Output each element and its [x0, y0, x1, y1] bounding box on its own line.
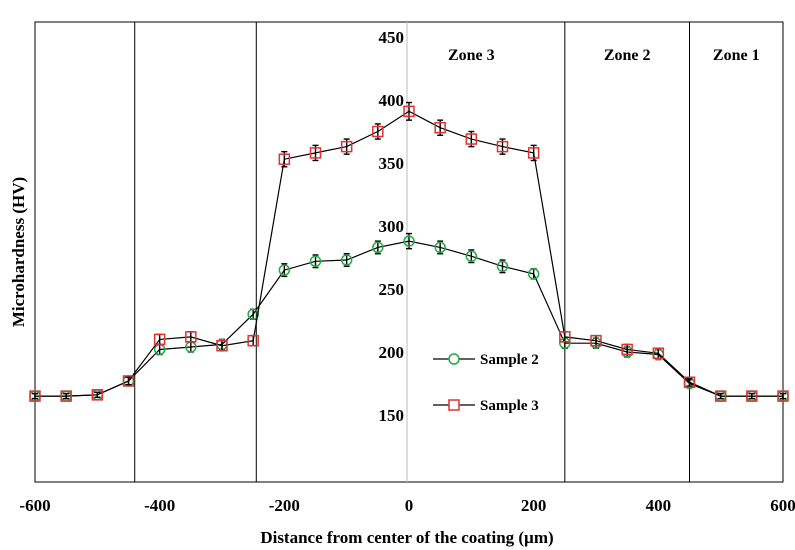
x-tick-label: -400 [144, 496, 175, 515]
data-point [29, 390, 41, 402]
x-tick-label: -200 [269, 496, 300, 515]
y-tick-label: 250 [379, 280, 405, 299]
data-point [372, 241, 384, 254]
x-tick-label: 200 [521, 496, 547, 515]
data-point [247, 334, 259, 347]
series-sample-2 [29, 232, 789, 402]
series-line [35, 240, 783, 397]
data-point [403, 105, 415, 118]
data-point [559, 331, 571, 343]
data-point [527, 147, 540, 159]
data-point [527, 268, 540, 280]
data-point [621, 343, 633, 356]
data-point [216, 339, 228, 352]
zone-label: Zone 2 [604, 47, 651, 64]
series-sample-3 [29, 101, 789, 402]
y-tick-label: 450 [379, 28, 405, 47]
legend-label-sample-2: Sample 2 [480, 352, 539, 368]
data-point [496, 140, 509, 153]
data-point [340, 140, 353, 153]
data-point [496, 260, 509, 273]
data-point [60, 390, 72, 402]
data-point [590, 334, 602, 347]
y-tick-label: 200 [379, 343, 405, 362]
x-tick-label: 400 [646, 496, 672, 515]
data-point [340, 254, 353, 266]
y-axis-title: Microhardness (HV) [9, 177, 28, 327]
legend-marker-sample-3 [448, 399, 460, 411]
data-point [309, 147, 322, 159]
y-tick-label: 150 [379, 406, 405, 425]
x-axis-title: Distance from center of the coating (µm) [260, 528, 553, 547]
data-point [372, 125, 384, 138]
data-point [309, 255, 322, 268]
y-tick-label: 400 [379, 91, 405, 110]
x-tick-label: 600 [770, 496, 795, 515]
y-tick-label: 350 [379, 154, 405, 173]
data-point [278, 153, 291, 165]
data-point [403, 235, 415, 247]
data-point [714, 390, 727, 402]
data-point [777, 390, 789, 402]
data-point [278, 264, 291, 276]
data-point [91, 389, 104, 401]
data-point [122, 375, 135, 387]
data-point [185, 331, 197, 343]
zone-label: Zone 1 [713, 47, 760, 64]
data-point [434, 121, 446, 134]
series-line [35, 110, 783, 397]
legend: Sample 2 Sample 3 [433, 352, 539, 414]
data-point [683, 376, 696, 388]
x-tick-label: 0 [405, 496, 414, 515]
data-point [434, 241, 446, 254]
plot-frame [34, 21, 784, 483]
data-point [465, 250, 478, 262]
y-tick-label: 300 [379, 217, 405, 236]
data-point [652, 347, 665, 360]
legend-label-sample-3: Sample 3 [480, 398, 539, 414]
data-point [465, 133, 478, 145]
legend-marker-sample-2 [448, 353, 460, 365]
data-point [746, 390, 758, 402]
zone-label: Zone 3 [448, 47, 495, 64]
x-tick-label: -600 [19, 496, 50, 515]
data-point [153, 333, 166, 346]
